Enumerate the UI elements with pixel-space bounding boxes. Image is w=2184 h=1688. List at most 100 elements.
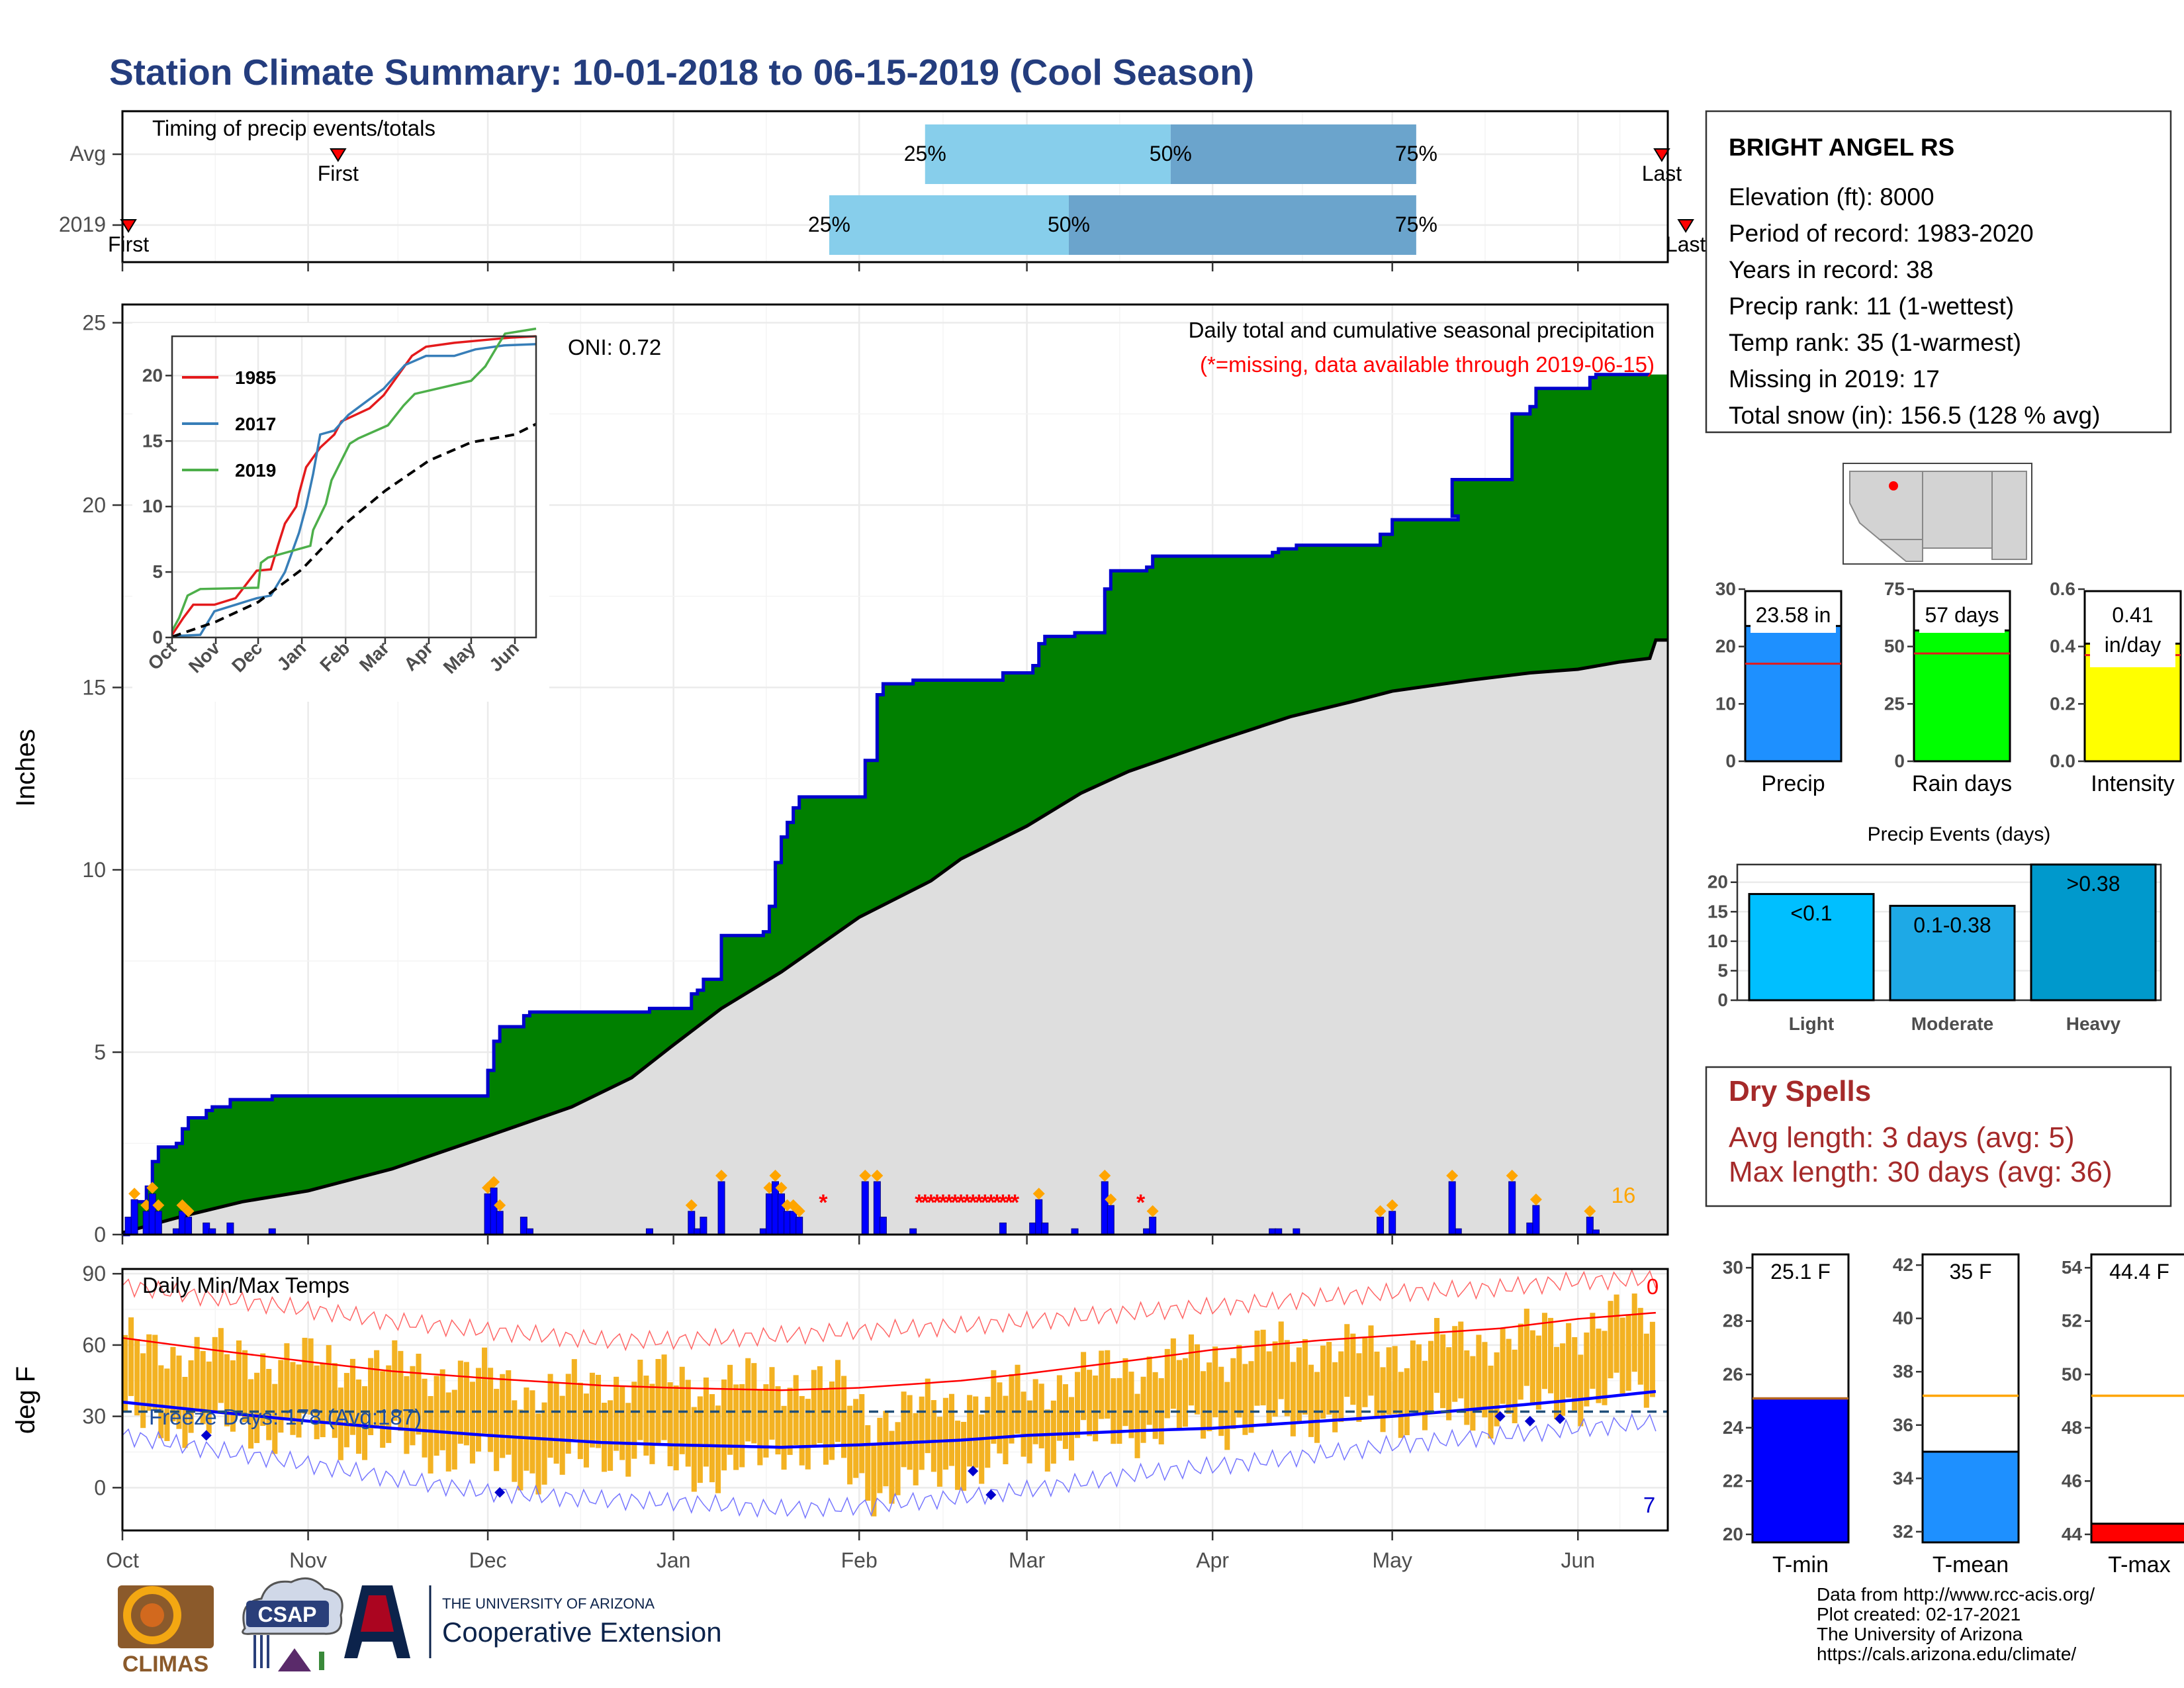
missing-day-marker: * [938,1190,948,1215]
daily-temp-bar [224,1354,230,1427]
dry-spells-title: Dry Spells [1729,1075,1871,1107]
average-precip-line [122,638,1668,1235]
daily-temp-bar [1188,1334,1195,1406]
daily-temp-bar [1398,1372,1404,1438]
daily-temp-bar [883,1411,889,1487]
daily-temp-bar [1326,1342,1332,1415]
oni-label: ONI: 0.72 [568,335,661,359]
missing-day-marker: * [1136,1190,1146,1215]
daily-temp-bar [1116,1378,1122,1444]
daily-precip-bar [1149,1217,1157,1235]
temp-x-tick-label: Nov [289,1548,327,1572]
last-event-marker [1653,148,1670,162]
station-line-temp-rank: Temp rank: 35 (1-warmest) [1729,329,2021,356]
precip-label-bg [1751,594,1836,633]
intensity-y-tick-label: 0.6 [2050,579,2075,599]
daily-temp-bar [1272,1341,1278,1417]
daily-temp-bar [1362,1337,1368,1407]
daily-temp-bar [182,1376,188,1448]
rain-days-y-tick-label: 25 [1884,693,1905,714]
daily-precip-bar [203,1222,210,1235]
temp-x-tick-label: May [1372,1548,1412,1572]
daily-temp-bar [811,1370,817,1445]
rain-days-value-label: 57 days [1925,603,1999,627]
t-min-y-tick-label: 22 [1723,1470,1743,1491]
daily-temp-bar [907,1395,913,1470]
daily-temp-bar [1122,1358,1128,1427]
daily-temp-bar [1344,1324,1350,1397]
temp-x-tick-label: Apr [1196,1548,1229,1572]
daily-temp-bar [1248,1361,1254,1433]
snow-marker [146,1182,159,1194]
summary-bars: 23.58 in 0 10 20 30 Precip 57 days 0 25 50 75 Rain … [1715,579,2182,796]
university-of-arizona-logo: THE UNIVERSITY OF ARIZONA Cooperative Ex… [344,1585,722,1658]
daily-temp-bar [355,1379,362,1454]
record-min-marker [1524,1415,1535,1427]
station-line-missing: Missing in 2019: 17 [1729,365,1940,393]
missing-day-marker: * [962,1190,972,1215]
station-line-period: Period of record: 1983-2020 [1729,220,2034,247]
daily-temp-bar [901,1391,907,1468]
daily-temp-bar [290,1362,296,1435]
daily-temp-bar [128,1317,134,1396]
daily-precip-bar [1526,1222,1534,1235]
daily-temp-bar [500,1374,506,1458]
timing-bar-25-50 [925,124,1171,184]
daily-temp-bar [1308,1364,1314,1437]
missing-day-marker: * [944,1190,954,1215]
inset-y-tick-label: 10 [142,496,163,516]
daily-precip-bar [484,1193,492,1235]
daily-temp-bar [368,1358,374,1436]
daily-precip-bar [496,1211,504,1235]
daily-temp-bar [1140,1376,1146,1443]
daily-temp-bar [512,1400,518,1482]
daily-temp-bar [739,1383,745,1468]
daily-temp-bar [1416,1344,1422,1415]
missing-day-marker: * [993,1190,1002,1215]
daily-temp-bar [1278,1321,1284,1399]
daily-precip-bar [1101,1181,1109,1235]
temperature-panel: Daily Min/Max Temps Freeze Days: 178 (Av… [11,1262,1669,1572]
daily-temp-bar [1541,1313,1547,1389]
precip-y-tick-label: 30 [1715,579,1736,599]
daily-temp-bar [1206,1362,1212,1432]
daily-temp-bar [985,1397,991,1468]
daily-temp-bar [362,1386,368,1460]
daily-temp-bar [1631,1293,1637,1372]
daily-temp-bar [164,1368,170,1441]
daily-temp-bar [392,1340,398,1421]
snow-marker [1032,1188,1045,1200]
daily-temp-bar [685,1380,691,1467]
page-title: Station Climate Summary: 10-01-2018 to 0… [109,52,1254,93]
daily-temp-bar [1062,1384,1068,1449]
daily-temp-bar [877,1417,883,1493]
daily-temp-bar [146,1334,152,1411]
daily-temp-bar [1164,1348,1170,1419]
daily-temp-bar [1038,1383,1044,1448]
daily-temp-bar [439,1369,445,1450]
daily-temp-bar [1224,1382,1230,1450]
t-mean-y-tick-label: 32 [1893,1521,1913,1542]
daily-temp-bar [1087,1370,1093,1436]
daily-temp-bar [757,1389,763,1466]
t-min-bar [1751,1397,1850,1544]
t-max-y-tick-label: 54 [2062,1257,2083,1278]
daily-temp-bar [991,1370,997,1444]
record-min-marker [201,1430,212,1441]
csap-logo: CSAP [242,1577,343,1671]
daily-temp-bar [1464,1350,1470,1425]
daily-temp-bar [1134,1393,1140,1458]
daily-temp-bar [1637,1307,1643,1385]
daily-temp-bar [1296,1347,1302,1423]
daily-temp-bar [1290,1362,1296,1436]
daily-temp-bar [1560,1343,1566,1416]
events-bar-heavy [2030,863,2157,1002]
daily-temp-bar [643,1376,649,1456]
daily-temp-bar [170,1346,176,1422]
timing-label: Timing of precip events/totals [152,116,435,140]
daily-temp-bar [859,1394,865,1474]
daily-temp-bar [176,1355,182,1429]
daily-temp-bar [919,1396,925,1470]
daily-temp-bar [763,1384,769,1458]
